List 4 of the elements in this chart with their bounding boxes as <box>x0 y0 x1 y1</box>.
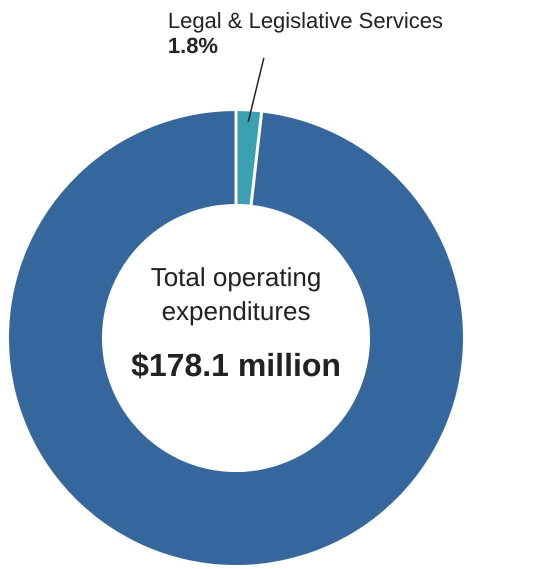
text: Total operating expenditures <box>150 262 322 326</box>
text: $178.1 million <box>131 347 341 383</box>
slice-label: Legal & Legislative Services <box>168 8 444 33</box>
data-label: 1.8% <box>168 32 218 58</box>
